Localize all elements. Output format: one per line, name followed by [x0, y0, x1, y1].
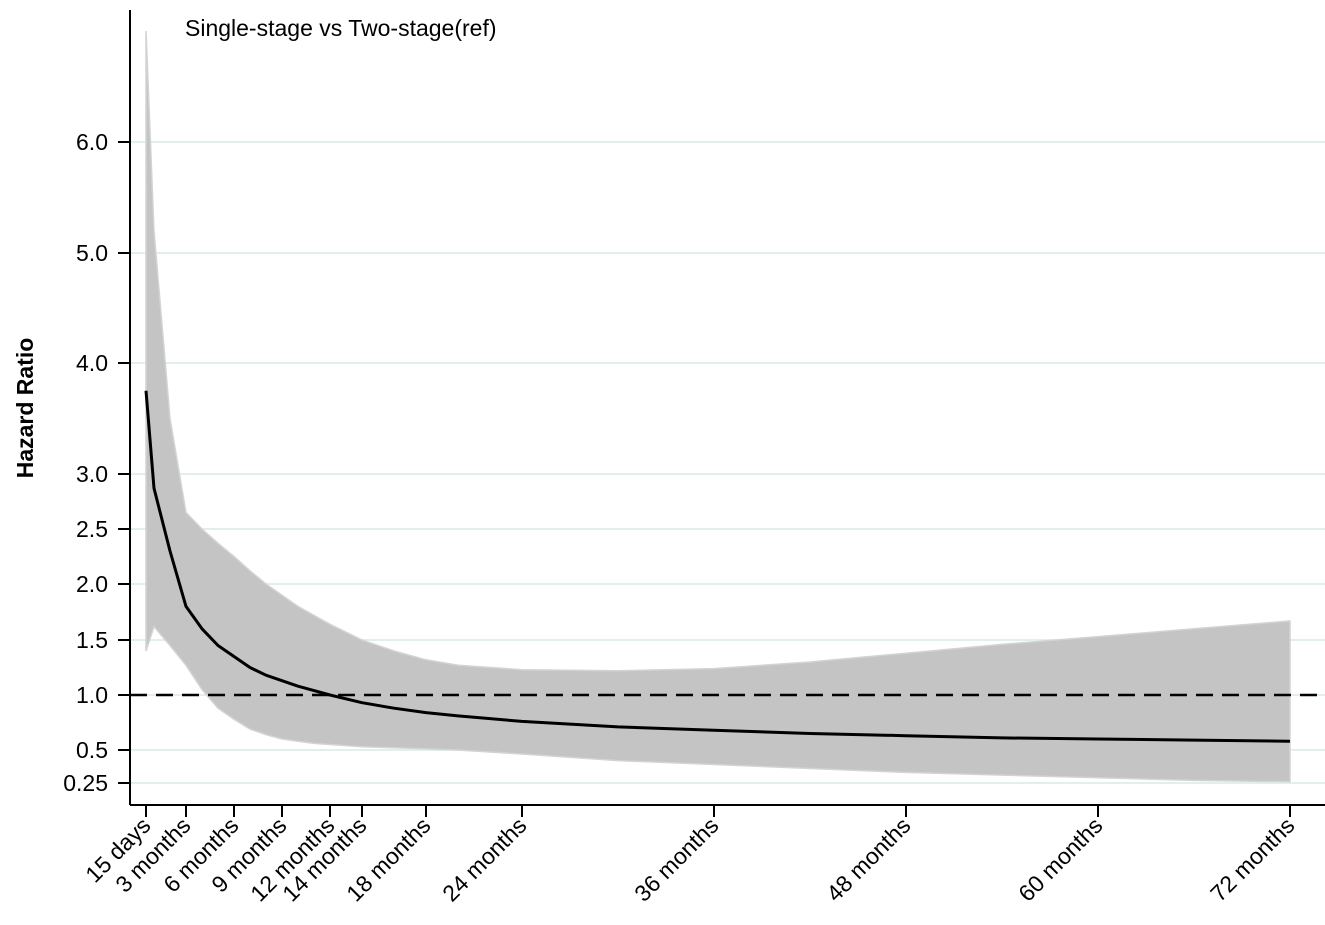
y-tick-label: 1.5 [76, 627, 108, 653]
confidence-band [145, 30, 1291, 783]
chart-title: Single-stage vs Two-stage(ref) [185, 15, 497, 41]
confidence-interval-band [145, 30, 1291, 783]
estimate-line-layer [144, 390, 1291, 743]
y-axis-title: Hazard Ratio [12, 338, 38, 479]
y-tick-label: 0.25 [63, 770, 108, 796]
y-tick-label: 0.5 [76, 737, 108, 763]
x-tick-label: 60 months [1013, 812, 1107, 906]
hazard-ratio-line [144, 390, 1291, 743]
y-tick-label: 4.0 [76, 350, 108, 376]
x-tick-label: 24 months [437, 812, 531, 906]
y-tick-label: 2.0 [76, 571, 108, 597]
y-tick-label: 5.0 [76, 240, 108, 266]
y-tick-label: 2.5 [76, 516, 108, 542]
x-tick-label: 72 months [1205, 812, 1299, 906]
x-tick-label: 36 months [629, 812, 723, 906]
y-tick-label: 3.0 [76, 461, 108, 487]
x-tick-label: 48 months [821, 812, 915, 906]
y-tick-label: 1.0 [76, 682, 108, 708]
y-tick-label: 6.0 [76, 129, 108, 155]
